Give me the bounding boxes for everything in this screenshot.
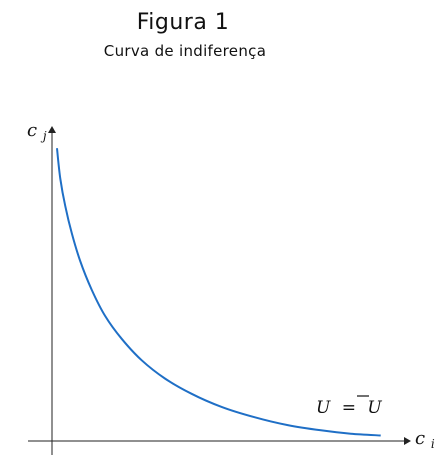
y-axis-label: c j	[27, 120, 47, 143]
x-axis-label-sub: i	[431, 437, 435, 451]
y-axis-label-main: c	[27, 120, 37, 141]
indifference-curve	[56, 148, 381, 437]
annotation-rhs: U	[367, 398, 382, 418]
x-axis-arrow	[404, 437, 411, 445]
figure-label: Figura 1	[136, 10, 230, 35]
chart-title: Curva de indiferença	[103, 42, 267, 60]
x-axis-label: c i	[415, 428, 435, 451]
y-axis-label-sub: j	[40, 129, 47, 143]
y-axis-arrow	[48, 126, 56, 133]
x-axis-label-main: c	[415, 428, 425, 449]
annotation-eq: =	[342, 398, 356, 418]
curve-annotation: U = U	[316, 398, 382, 418]
annotation-lhs: U	[316, 398, 331, 418]
